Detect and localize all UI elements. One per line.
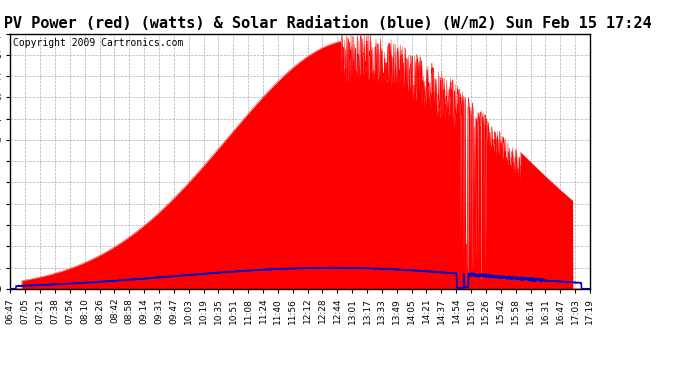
Title: Total PV Power (red) (watts) & Solar Radiation (blue) (W/m2) Sun Feb 15 17:24: Total PV Power (red) (watts) & Solar Rad… bbox=[0, 16, 651, 31]
Text: Copyright 2009 Cartronics.com: Copyright 2009 Cartronics.com bbox=[13, 38, 184, 48]
